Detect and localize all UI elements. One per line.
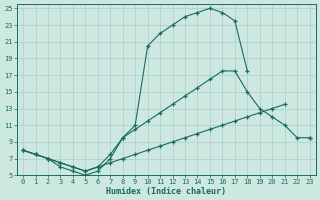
X-axis label: Humidex (Indice chaleur): Humidex (Indice chaleur) [106,187,226,196]
